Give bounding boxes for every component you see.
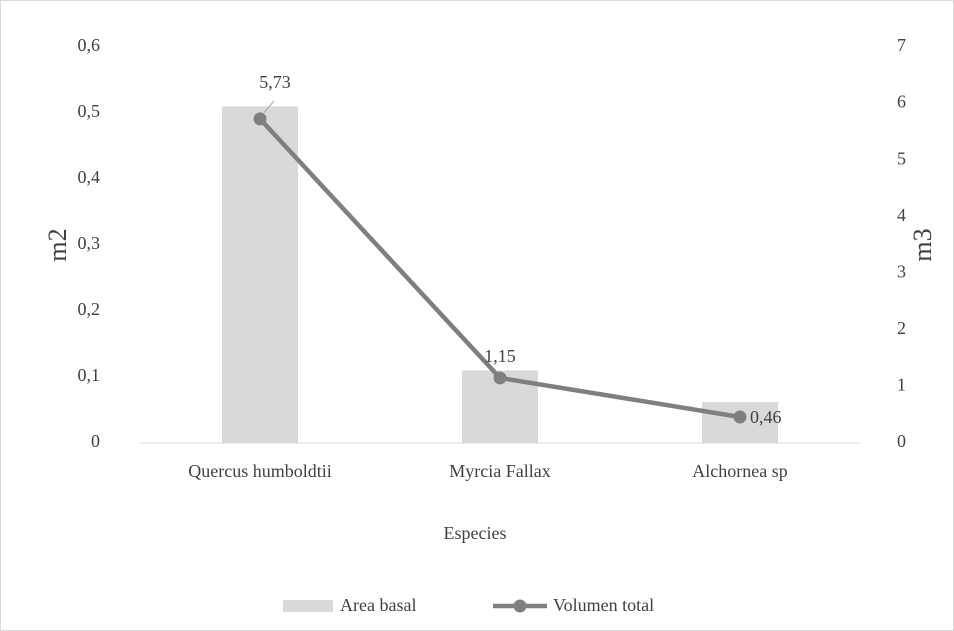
bar xyxy=(222,106,298,444)
marker xyxy=(733,410,747,424)
y2-tick-label: 4 xyxy=(897,205,906,225)
y-tick-label: 0,4 xyxy=(78,167,101,187)
y-tick-label: 0,6 xyxy=(78,35,101,55)
x-axis-title: Especies xyxy=(444,523,507,543)
legend-label: Volumen total xyxy=(553,595,654,615)
legend-label: Area basal xyxy=(340,595,416,615)
y2-tick-label: 7 xyxy=(897,35,906,55)
leader-line xyxy=(262,100,275,115)
y2-axis-title: m3 xyxy=(908,228,937,261)
data-label: 1,15 xyxy=(484,346,516,366)
y-tick-label: 0,1 xyxy=(78,365,101,385)
data-label: 5,73 xyxy=(259,72,291,92)
x-tick-label: Quercus humboldtii xyxy=(188,461,331,481)
x-tick-label: Alchornea sp xyxy=(692,461,787,481)
y-tick-label: 0 xyxy=(91,431,100,451)
y-tick-label: 0,2 xyxy=(78,299,101,319)
y2-tick-label: 6 xyxy=(897,92,906,112)
x-tick-label: Myrcia Fallax xyxy=(449,461,550,481)
y-tick-label: 0,5 xyxy=(78,101,101,121)
legend-swatch xyxy=(283,600,333,612)
y-axis-title: m2 xyxy=(43,228,72,261)
data-label: 0,46 xyxy=(750,407,782,427)
y2-tick-label: 3 xyxy=(897,261,906,281)
legend-marker xyxy=(513,599,527,613)
y2-tick-label: 1 xyxy=(897,375,906,395)
y2-tick-label: 5 xyxy=(897,148,906,168)
marker xyxy=(493,371,507,385)
y-tick-label: 0,3 xyxy=(78,233,101,253)
marker xyxy=(253,112,267,126)
y2-tick-label: 2 xyxy=(897,318,906,338)
y2-tick-label: 0 xyxy=(897,431,906,451)
